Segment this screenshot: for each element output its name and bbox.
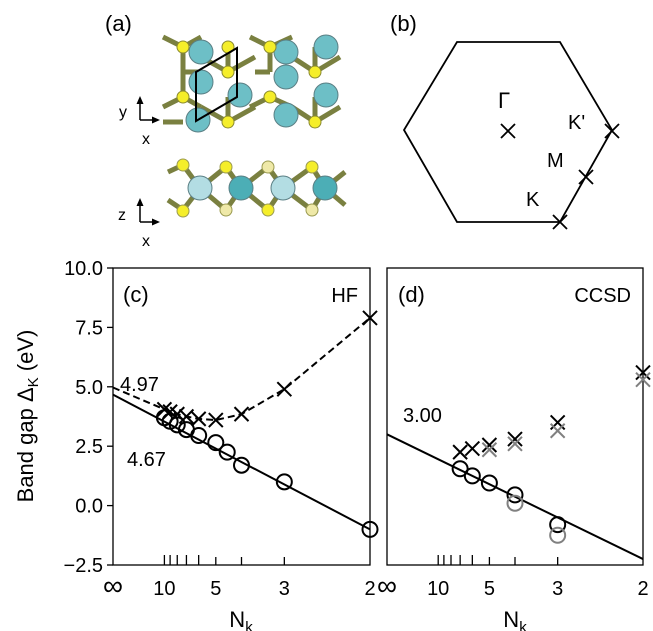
data-point-circle <box>190 427 208 445</box>
data-point-cross <box>635 371 651 388</box>
data-point-circle <box>463 467 481 485</box>
gamma-label: Γ <box>498 88 510 113</box>
data-point-cross <box>208 412 224 428</box>
m-label: M <box>547 150 564 172</box>
x-tick-label: 2 <box>364 578 375 600</box>
panel-c-title: HF <box>331 285 358 307</box>
axis-x-label-side: x <box>142 233 150 250</box>
fit-line-dashed <box>112 317 371 422</box>
data-point-circle <box>506 494 524 512</box>
x-tick-labels-c: ∞ 10 5 3 2 <box>103 570 376 601</box>
x-tick-label: 3 <box>552 578 563 600</box>
fit-lines-c <box>112 317 371 531</box>
y-tick-label: 5.0 <box>75 377 103 399</box>
x-tick-label: 5 <box>484 578 495 600</box>
data-point-circle <box>506 486 524 504</box>
x-tick-label: ∞ <box>377 570 397 601</box>
data-point-cross <box>276 381 293 397</box>
axes-indicator-side: z x <box>118 198 160 250</box>
fit-line-solid <box>112 393 371 531</box>
axis-z-label: z <box>118 207 126 224</box>
y-tick-labels-c: 10.0 7.5 5.0 2.5 0.0 −2.5 <box>64 258 103 577</box>
plot-frame-c <box>112 267 371 566</box>
data-point-circle <box>361 520 379 538</box>
data-point-circle <box>168 416 186 434</box>
k-label: K <box>526 189 540 211</box>
data-point-circle <box>451 460 469 478</box>
data-point-cross <box>452 444 468 460</box>
data-point-cross <box>549 414 566 431</box>
axes-indicator-top: y x <box>119 96 160 148</box>
panel-b: (b) Γ K' M K <box>390 11 620 230</box>
data-point-cross <box>464 440 481 457</box>
data-point-circle <box>480 474 498 492</box>
panel-a-label: (a) <box>105 11 132 36</box>
data-point-circle <box>549 516 567 534</box>
y-tick-label: 0.0 <box>75 496 103 518</box>
data-point-cross <box>635 364 651 381</box>
annotation-467: 4.67 <box>127 449 166 471</box>
data-point-cross <box>549 423 566 439</box>
side-view-metal <box>187 175 338 201</box>
panel-b-label: (b) <box>390 11 417 36</box>
data-point-cross <box>481 437 498 453</box>
panel-d-label: (d) <box>398 282 425 307</box>
data-points-d <box>451 364 651 544</box>
y-ticks-c <box>107 267 113 566</box>
panel-a: (a) <box>105 11 347 250</box>
data-point-cross <box>481 442 498 458</box>
high-symmetry-markers <box>500 123 620 230</box>
data-point-cross <box>233 406 250 422</box>
top-view-atoms <box>185 34 339 133</box>
y-axis-label: Band gap ΔK (eV) <box>13 330 42 503</box>
x-tick-label: ∞ <box>103 570 123 601</box>
panel-d-title: CCSD <box>574 285 631 307</box>
axis-x-label: x <box>142 131 150 148</box>
kprime-label: K' <box>568 112 585 134</box>
unit-cell <box>195 46 238 123</box>
annotation-497: 4.97 <box>120 374 159 396</box>
panel-c: 10.07.55.02.50.0−2.5 ∞ 10 5 3 2 (c) HF 4.97 … <box>13 258 379 631</box>
y-tick-label: 7.5 <box>75 317 103 339</box>
x-axis-label-d: Nk <box>503 607 527 631</box>
axis-y-label: y <box>119 104 127 121</box>
data-point-cross <box>362 310 378 326</box>
data-point-cross <box>178 408 195 425</box>
data-points-c <box>155 310 379 538</box>
data-point-circle <box>207 434 225 452</box>
x-tick-label: 3 <box>279 578 290 600</box>
panel-c-label: (c) <box>123 282 149 307</box>
x-tick-label: 5 <box>210 578 221 600</box>
x-tick-labels-d: ∞ 10 5 3 2 <box>377 570 649 601</box>
x-ticks <box>163 555 285 565</box>
x-tick-label: 10 <box>153 578 175 600</box>
data-point-circle <box>233 456 250 474</box>
side-view-sulfur <box>176 158 319 218</box>
top-view-sulfur <box>176 40 322 129</box>
x-axis-label-c: Nk <box>229 607 253 631</box>
y-tick-label: −2.5 <box>64 555 103 577</box>
x-tick-label: 2 <box>637 578 648 600</box>
data-point-cross <box>507 431 523 447</box>
data-point-cross <box>507 436 523 452</box>
data-point-cross <box>190 411 207 427</box>
x-tick-label: 10 <box>427 578 449 600</box>
y-tick-label: 10.0 <box>64 258 103 280</box>
panel-d: ∞ 10 5 3 2 (d) CCSD 3.00 Nk <box>377 267 651 631</box>
data-point-circle <box>275 473 293 491</box>
data-point-circle <box>218 443 236 461</box>
data-point-circle <box>549 526 567 544</box>
annotation-300: 3.00 <box>403 405 442 427</box>
y-tick-label: 2.5 <box>75 436 103 458</box>
x-ticks <box>437 555 559 565</box>
